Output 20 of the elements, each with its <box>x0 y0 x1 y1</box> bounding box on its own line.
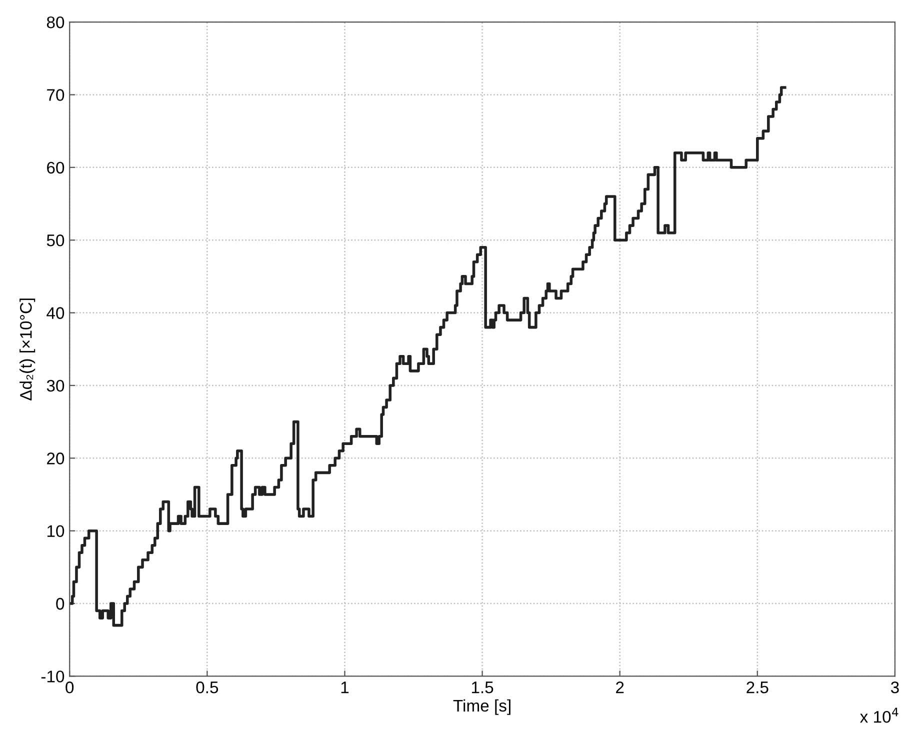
y-axis-title: Δd₂(t) [×10°C] <box>20 298 36 400</box>
y-tick-label: 60 <box>47 162 64 174</box>
x-tick-label: 2 <box>616 682 624 694</box>
y-tick-label: 30 <box>46 380 64 392</box>
x-tick-label: 1.5 <box>472 682 494 694</box>
text: x 10$^{4}$ <box>860 708 898 723</box>
x-tick-label: 2.5 <box>746 682 768 694</box>
y-tick-label: 40 <box>46 307 64 319</box>
y-tick-label: 20 <box>47 452 64 464</box>
x-axis-title: Time [s] <box>453 699 510 715</box>
x-tick-label: 1 <box>341 682 349 694</box>
y-tick-label: 10 <box>47 525 64 538</box>
x-tick-label: 3 <box>890 682 899 694</box>
x-tick-label: 0.5 <box>196 682 218 694</box>
y-tick-label: 70 <box>47 89 64 101</box>
y-tick-label: 50 <box>46 234 64 246</box>
y-tick-label: -10 <box>41 670 64 682</box>
y-tick-label: 80 <box>46 16 64 28</box>
y-tick-label: 0 <box>56 598 64 610</box>
x-tick-label: 0 <box>66 682 74 694</box>
